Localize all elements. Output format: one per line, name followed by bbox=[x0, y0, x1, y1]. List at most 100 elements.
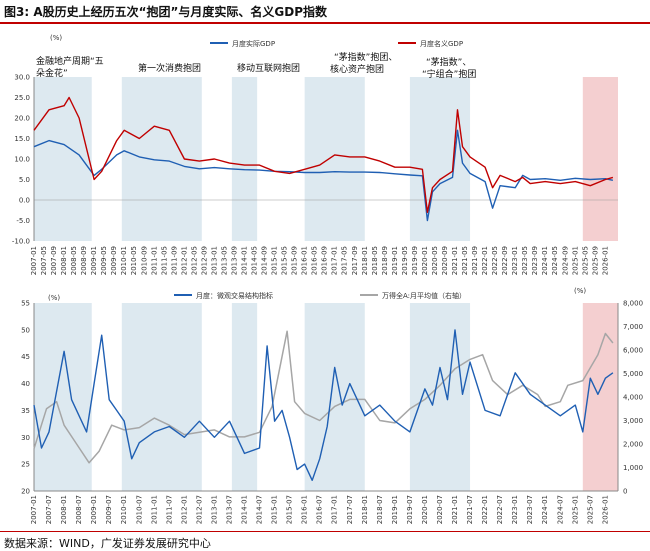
bottom-shade-3 bbox=[231, 303, 258, 491]
bottom-xtick-label: 2021-01 bbox=[451, 495, 459, 524]
bottom-xtick-label: 2022-07 bbox=[496, 495, 504, 524]
bottom-shade-2 bbox=[121, 303, 202, 491]
top-chart: -10.0 -5.0 0.0 5.0 10.0 15.0 20.0 25.0 30.0 2007… bbox=[12, 34, 618, 275]
top-ytick-label: 25.0 bbox=[14, 94, 30, 102]
bottom-series bbox=[33, 329, 614, 481]
top-xtick-label: 2017-01 bbox=[331, 246, 339, 275]
top-xtick-label: 2023-05 bbox=[521, 246, 529, 275]
bottom-y2tick-label: 4,000 bbox=[623, 394, 643, 402]
bottom-xtick-label: 2025-07 bbox=[586, 495, 594, 524]
bottom-xtick-label: 2024-01 bbox=[541, 495, 549, 524]
top-xtick-label: 2022-05 bbox=[491, 246, 499, 275]
top-xtick-label: 2009-05 bbox=[100, 246, 108, 275]
bottom-y2tick-label: 3,000 bbox=[623, 417, 643, 425]
top-ytick-label: 20.0 bbox=[14, 115, 30, 123]
top-xtick-label: 2017-09 bbox=[351, 246, 359, 275]
top-xtick-label: 2022-01 bbox=[481, 246, 489, 275]
bottom-y2-ticks: 0 1,000 2,000 3,000 4,000 5,000 6,000 7,000 8,00… bbox=[623, 300, 643, 496]
bottom-xtick-label: 2020-01 bbox=[421, 495, 429, 524]
top-xtick-label: 2010-05 bbox=[130, 246, 138, 275]
top-xtick-label: 2018-01 bbox=[361, 246, 369, 275]
top-xtick-label: 2013-09 bbox=[230, 246, 238, 275]
bottom-xtick-label: 2015-07 bbox=[286, 495, 294, 524]
bottom-shade-6 bbox=[582, 303, 618, 491]
bottom-unit-label-right: (%) bbox=[574, 287, 586, 295]
top-xtick-label: 2007-09 bbox=[50, 246, 58, 275]
top-xtick-label: 2010-09 bbox=[140, 246, 148, 275]
bottom-xtick-label: 2025-01 bbox=[571, 495, 579, 524]
bottom-xtick-label: 2017-01 bbox=[331, 495, 339, 524]
bottom-chart: 20 25 30 35 40 45 50 55 0 1,000 2,000 3,000 4,000 5,… bbox=[21, 287, 643, 524]
bottom-xtick-label: 2017-07 bbox=[346, 495, 354, 524]
top-xtick-label: 2015-01 bbox=[271, 246, 279, 275]
legend-wind: 万得全A:月平均值（右轴） bbox=[382, 291, 466, 300]
top-xtick-label: 2024-01 bbox=[541, 246, 549, 275]
top-shade-6 bbox=[582, 77, 618, 241]
top-xtick-label: 2011-01 bbox=[150, 246, 158, 275]
bottom-unit-label-left: (%) bbox=[48, 294, 60, 302]
top-xtick-label: 2009-09 bbox=[110, 246, 118, 275]
top-xtick-label: 2013-05 bbox=[220, 246, 228, 275]
bottom-xtick-label: 2012-01 bbox=[180, 495, 188, 524]
top-xtick-label: 2019-09 bbox=[411, 246, 419, 275]
bottom-xtick-label: 2009-01 bbox=[90, 495, 98, 524]
annotation-cluster1-line1: 金融地产周期“五 bbox=[36, 55, 104, 67]
annotation-cluster1-line2: 朵金花” bbox=[36, 67, 68, 79]
bottom-xtick-label: 2018-07 bbox=[376, 495, 384, 524]
top-xtick-label: 2024-09 bbox=[561, 246, 569, 275]
top-xtick-label: 2007-05 bbox=[40, 246, 48, 275]
bottom-shade-4 bbox=[304, 303, 365, 491]
top-x-ticks: 2007-01 2007-05 2007-09 2008-01 2008-05 2008-… bbox=[30, 246, 609, 275]
top-shade-1 bbox=[34, 77, 92, 241]
bottom-shade-1 bbox=[34, 303, 92, 491]
top-xtick-label: 2012-09 bbox=[200, 246, 208, 275]
top-xtick-label: 2019-01 bbox=[391, 246, 399, 275]
series-wind-a-line bbox=[33, 330, 614, 464]
annotation-cluster5-line1: “茅指数”、 bbox=[426, 56, 471, 68]
top-ytick-label: -5.0 bbox=[16, 217, 30, 225]
top-xtick-label: 2025-09 bbox=[591, 246, 599, 275]
top-xtick-label: 2024-05 bbox=[551, 246, 559, 275]
bottom-xtick-label: 2013-01 bbox=[210, 495, 218, 524]
bottom-y2tick-label: 8,000 bbox=[623, 300, 643, 308]
bottom-xtick-label: 2014-01 bbox=[241, 495, 249, 524]
top-xtick-label: 2012-01 bbox=[180, 246, 188, 275]
top-ytick-label: 15.0 bbox=[14, 135, 30, 143]
top-xtick-label: 2011-09 bbox=[170, 246, 178, 275]
bottom-xtick-label: 2009-07 bbox=[105, 495, 113, 524]
bottom-y2tick-label: 5,000 bbox=[623, 370, 643, 378]
top-shade-5 bbox=[409, 77, 471, 241]
top-xtick-label: 2009-01 bbox=[90, 246, 98, 275]
top-xtick-label: 2014-01 bbox=[241, 246, 249, 275]
top-xtick-label: 2011-05 bbox=[160, 246, 168, 275]
source-rule bbox=[0, 531, 650, 532]
top-xtick-label: 2021-05 bbox=[461, 246, 469, 275]
top-xtick-label: 2014-09 bbox=[261, 246, 269, 275]
top-unit-label: (%) bbox=[50, 34, 62, 42]
top-xtick-label: 2013-01 bbox=[210, 246, 218, 275]
bottom-xtick-label: 2016-07 bbox=[316, 495, 324, 524]
bottom-y2tick-label: 1,000 bbox=[623, 464, 643, 472]
bottom-xtick-label: 2016-01 bbox=[301, 495, 309, 524]
top-xtick-label: 2010-01 bbox=[120, 246, 128, 275]
bottom-ytick-label: 25 bbox=[21, 461, 30, 469]
bottom-xtick-label: 2023-07 bbox=[526, 495, 534, 524]
annotation-cluster4-line2: 核心资产抱团 bbox=[330, 63, 384, 75]
bottom-y2tick-label: 0 bbox=[623, 488, 627, 496]
bottom-ytick-label: 35 bbox=[21, 407, 30, 415]
top-xtick-label: 2021-09 bbox=[471, 246, 479, 275]
bottom-xtick-label: 2021-07 bbox=[466, 495, 474, 524]
top-xtick-label: 2025-05 bbox=[581, 246, 589, 275]
top-xtick-label: 2020-05 bbox=[431, 246, 439, 275]
top-xtick-label: 2008-01 bbox=[60, 246, 68, 275]
bottom-xtick-label: 2012-07 bbox=[195, 495, 203, 524]
source-note: 数据来源：WIND，广发证券发展研究中心 bbox=[4, 537, 211, 550]
top-xtick-label: 2022-09 bbox=[501, 246, 509, 275]
top-xtick-label: 2021-01 bbox=[451, 246, 459, 275]
top-xtick-label: 2017-05 bbox=[341, 246, 349, 275]
top-xtick-label: 2020-09 bbox=[441, 246, 449, 275]
bottom-shaded-periods bbox=[34, 303, 618, 491]
top-xtick-label: 2015-09 bbox=[291, 246, 299, 275]
bottom-ytick-label: 40 bbox=[21, 380, 30, 388]
bottom-xtick-label: 2018-01 bbox=[361, 495, 369, 524]
